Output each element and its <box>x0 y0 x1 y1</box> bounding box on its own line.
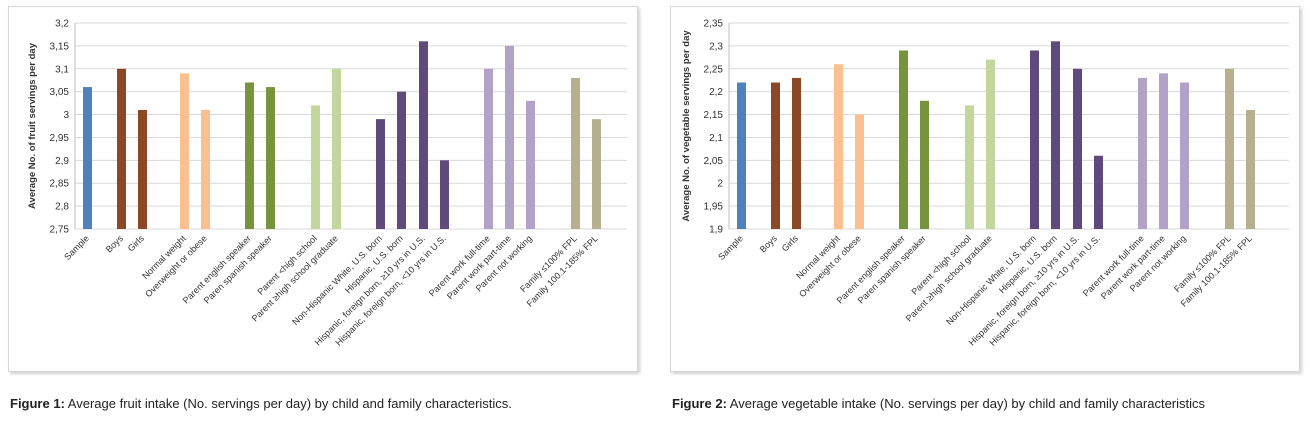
bar <box>737 82 746 229</box>
bar <box>1138 77 1147 229</box>
y-tick-label: 2,15 <box>704 110 724 121</box>
caption-text: Average fruit intake (No. servings per d… <box>64 396 512 411</box>
bar <box>592 119 601 229</box>
bar <box>83 87 92 229</box>
bar <box>834 64 843 229</box>
y-tick-label: 2,9 <box>55 156 69 167</box>
figure-2: 1,9 1,95 2 2,05 2,1 2,15 2,2 2,25 2,3 2,35 Average… <box>670 0 1300 427</box>
bar <box>138 109 147 229</box>
bar <box>440 160 449 229</box>
bar <box>245 82 254 229</box>
chart-frame: 1,9 1,95 2 2,05 2,1 2,15 2,2 2,25 2,3 2,35 Average… <box>670 6 1300 372</box>
bar <box>1094 155 1103 229</box>
y-tick-label: 2,35 <box>704 19 724 30</box>
bar <box>505 45 514 230</box>
figure-caption: Figure 1: Average fruit intake (No. serv… <box>10 396 512 411</box>
y-tick-label: 3,05 <box>50 87 70 98</box>
category-label: Sample <box>62 233 91 262</box>
bar <box>1073 68 1082 230</box>
bar <box>899 50 908 229</box>
bar <box>792 77 801 229</box>
category-label: Boys <box>758 233 780 255</box>
y-axis-label: Average No. of vegetable servings per da… <box>681 30 692 222</box>
y-tick-label: 2 <box>717 179 723 190</box>
y-tick-label: 2,75 <box>50 225 70 236</box>
caption-label: Figure 1: <box>10 396 65 411</box>
bar <box>266 87 275 229</box>
y-tick-label: 1,95 <box>704 202 724 213</box>
y-tick-label: 3,1 <box>55 64 69 75</box>
fruit-intake-chart: 2,75 2,8 2,85 2,9 2,95 3 3,05 3,1 3,15 3,2 Average… <box>27 19 627 348</box>
y-tick-label: 3,2 <box>55 19 69 30</box>
bar <box>117 68 126 230</box>
y-axis-label: Average No. of fruit servings per day <box>27 42 38 209</box>
bar <box>526 100 535 229</box>
bar <box>771 82 780 229</box>
vegetable-intake-chart: 1,9 1,95 2 2,05 2,1 2,15 2,2 2,25 2,3 2,35 Average… <box>681 19 1289 348</box>
bar <box>855 114 864 229</box>
bar <box>1246 109 1255 229</box>
y-tick-label: 2,25 <box>704 64 724 75</box>
bar <box>1225 68 1234 230</box>
category-label: Boys <box>104 233 126 255</box>
y-tick-label: 2,85 <box>50 179 70 190</box>
bar <box>986 59 995 229</box>
bar <box>1030 50 1039 229</box>
y-tick-label: 3,15 <box>50 41 70 52</box>
y-tick-label: 3 <box>63 110 69 121</box>
bar <box>1159 73 1168 229</box>
bar <box>180 73 189 229</box>
caption-label: Figure 2: <box>672 396 727 411</box>
category-label: Sample <box>716 233 745 262</box>
bar <box>376 119 385 229</box>
bar <box>397 91 406 230</box>
bar <box>332 68 341 230</box>
bar <box>311 105 320 229</box>
y-tick-label: 2,95 <box>50 133 70 144</box>
bar <box>1051 41 1060 229</box>
bar <box>571 77 580 229</box>
y-tick-label: 2,2 <box>709 87 723 98</box>
bar <box>484 68 493 230</box>
y-tick-label: 2,3 <box>709 41 723 52</box>
figure-caption: Figure 2: Average vegetable intake (No. … <box>672 396 1205 411</box>
category-label: Girls <box>126 233 147 254</box>
caption-text: Average vegetable intake (No. servings p… <box>726 396 1206 411</box>
bar <box>419 41 428 229</box>
bar <box>920 100 929 229</box>
y-tick-label: 2,8 <box>55 202 69 213</box>
y-tick-label: 1,9 <box>709 225 723 236</box>
bar <box>965 105 974 229</box>
figure-1: 2,75 2,8 2,85 2,9 2,95 3 3,05 3,1 3,15 3,2 Average… <box>8 0 638 427</box>
category-label: Girls <box>780 233 801 254</box>
chart-frame: 2,75 2,8 2,85 2,9 2,95 3 3,05 3,1 3,15 3,2 Average… <box>8 6 638 372</box>
y-tick-label: 2,05 <box>704 156 724 167</box>
bar <box>201 109 210 229</box>
bar <box>1180 82 1189 229</box>
y-tick-label: 2,1 <box>709 133 723 144</box>
